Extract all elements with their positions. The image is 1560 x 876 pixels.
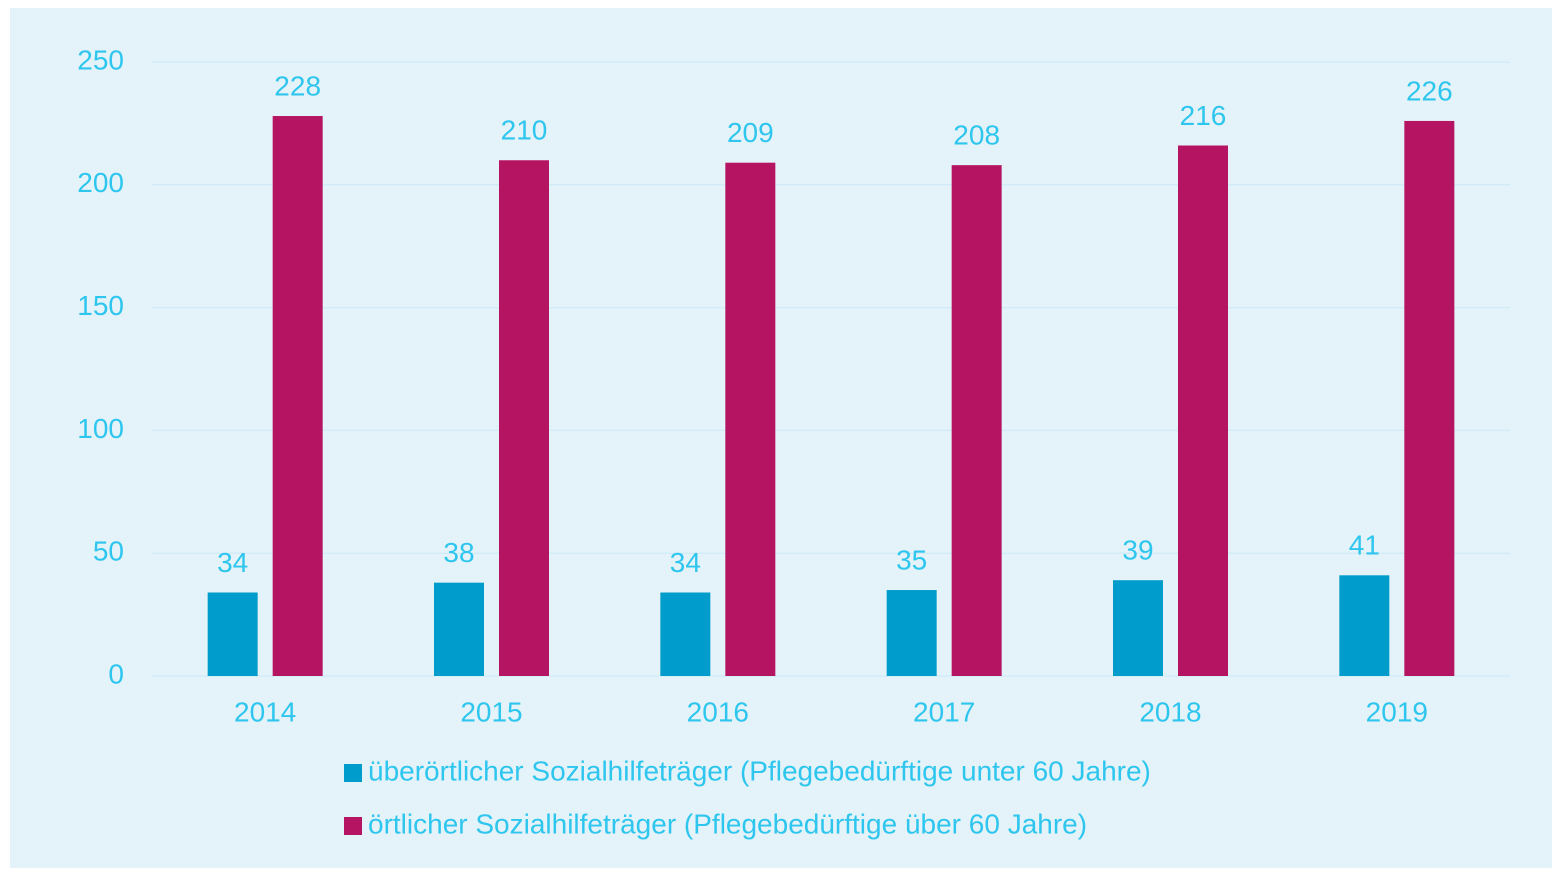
data-label: 38 [443,537,474,568]
chart-background [10,8,1552,868]
bar [660,592,711,676]
legend-marker [344,764,362,782]
bar [951,165,1002,677]
y-tick-label: 0 [108,658,124,689]
x-tick-label: 2018 [1139,696,1201,727]
bar [725,162,776,677]
x-tick-label: 2015 [460,696,522,727]
y-tick-label: 150 [77,290,124,321]
bar [1404,120,1455,677]
legend-label: örtlicher Sozialhilfeträger (Pflegebedür… [368,808,1087,839]
x-tick-label: 2014 [234,696,296,727]
data-label: 228 [274,70,321,101]
y-tick-label: 100 [77,413,124,444]
data-label: 209 [727,117,774,148]
data-label: 208 [953,120,1000,151]
data-label: 41 [1349,530,1380,561]
y-tick-label: 250 [77,44,124,75]
data-label: 35 [896,544,927,575]
data-label: 34 [670,547,701,578]
bar [886,590,937,676]
data-label: 39 [1122,535,1153,566]
data-label: 226 [1406,75,1453,106]
y-tick-label: 50 [93,536,124,567]
y-tick-label: 200 [77,167,124,198]
bar [207,592,258,676]
data-label: 216 [1180,100,1227,131]
legend-label: überörtlicher Sozialhilfeträger (Pflegeb… [368,755,1151,786]
x-tick-label: 2016 [687,696,749,727]
bar [272,116,323,677]
bar [1178,145,1228,676]
legend-marker [344,817,362,835]
bar [1113,580,1163,676]
bar [434,582,484,676]
data-label: 34 [217,547,248,578]
bar [1339,575,1390,676]
x-tick-label: 2017 [913,696,975,727]
data-label: 210 [501,115,548,146]
x-tick-label: 2019 [1366,696,1428,727]
bar [499,160,549,677]
